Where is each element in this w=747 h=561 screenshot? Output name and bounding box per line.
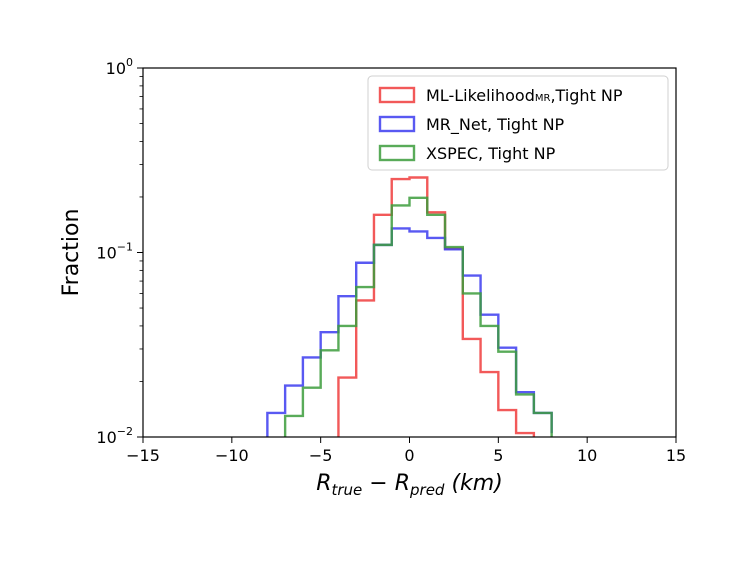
- x-label-base2: R: [395, 471, 410, 496]
- histogram-bin: [427, 215, 445, 437]
- series-step-line: [283, 196, 553, 437]
- histogram-bin: [445, 249, 463, 437]
- histogram-bin: [498, 348, 516, 437]
- histogram-bin: [303, 388, 321, 437]
- histogram-bin: [392, 179, 410, 437]
- histogram-bin: [303, 357, 321, 437]
- histogram-bin: [338, 378, 356, 437]
- x-label-sub2: pred: [409, 481, 445, 499]
- histogram-bin: [445, 249, 463, 437]
- histogram-bin: [534, 413, 552, 437]
- x-label-unit: (km): [444, 471, 502, 496]
- x-tick-label: 10: [577, 446, 597, 465]
- x-tick-label: 5: [493, 446, 503, 465]
- histogram-bin: [481, 372, 499, 437]
- series-step-line: [266, 227, 553, 437]
- histogram-bin: [374, 245, 392, 437]
- x-tick-label: −5: [309, 446, 333, 465]
- x-axis-label: Rtrue − Rpred (km): [316, 471, 503, 499]
- legend-entry-label: ML-LikelihoodMR,Tight NP: [426, 86, 623, 105]
- histogram-bin: [498, 410, 516, 437]
- histogram-bin: [356, 287, 374, 437]
- legend-swatch: [378, 144, 416, 162]
- histogram-bin: [356, 300, 374, 437]
- x-tick-label: 0: [404, 446, 414, 465]
- series-2: [283, 196, 553, 437]
- x-tick-label: −10: [215, 446, 249, 465]
- histogram-bin: [267, 413, 285, 437]
- histogram-bin: [285, 416, 303, 437]
- histogram-bin: [463, 293, 481, 437]
- histogram-bin: [481, 315, 499, 437]
- series-step-line: [337, 176, 536, 437]
- histogram-bin: [410, 231, 428, 437]
- y-tick-label: 10−1: [96, 241, 133, 263]
- y-axis-label: Fraction: [59, 209, 84, 297]
- histogram-bin: [463, 339, 481, 437]
- histogram-bin: [374, 245, 392, 437]
- legend: ML-LikelihoodMR,Tight NP MR_Net, Tight NP…: [367, 75, 669, 171]
- histogram-bin: [481, 326, 499, 437]
- x-label-base1: R: [316, 471, 331, 496]
- histogram-bin: [374, 215, 392, 437]
- legend-entry-label: MR_Net, Tight NP: [426, 115, 565, 135]
- series-layer: [266, 176, 553, 437]
- histogram-bin: [338, 296, 356, 437]
- histogram-bin: [534, 413, 552, 437]
- histogram-bin: [410, 177, 428, 437]
- histogram-bin: [392, 205, 410, 437]
- histogram-bin: [516, 394, 534, 437]
- legend-swatch: [378, 86, 416, 104]
- x-tick-label: −15: [126, 446, 160, 465]
- histogram-bin: [498, 352, 516, 437]
- y-tick-label: 10−2: [96, 425, 133, 447]
- histogram-bin: [392, 228, 410, 437]
- histogram-bin: [410, 198, 428, 437]
- histogram-bin: [338, 326, 356, 437]
- histogram-bin: [427, 212, 445, 437]
- legend-box: [367, 75, 669, 171]
- series-0: [337, 176, 536, 437]
- histogram-bin: [321, 350, 339, 437]
- histogram-bin: [445, 247, 463, 437]
- legend-entry-label: XSPEC, Tight NP: [426, 144, 556, 163]
- ticks-layer: −15 −10 −5 0 5 10 15 100 10−1 10−2: [96, 56, 686, 465]
- series-1: [266, 227, 553, 437]
- x-label-op: −: [362, 471, 394, 496]
- histogram-bin: [285, 386, 303, 437]
- x-tick-label: 15: [666, 446, 686, 465]
- histogram-bin: [321, 332, 339, 437]
- histogram-bin: [516, 392, 534, 437]
- y-tick-label: 100: [106, 56, 133, 78]
- x-label-sub1: true: [331, 481, 362, 499]
- histogram-bin: [427, 238, 445, 437]
- histogram-bin: [463, 276, 481, 437]
- histogram-bin: [356, 263, 374, 437]
- legend-swatch: [378, 115, 416, 133]
